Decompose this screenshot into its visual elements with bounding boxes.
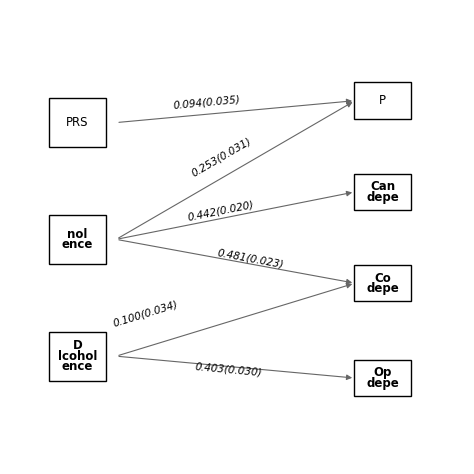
Text: 0.100(0.034): 0.100(0.034) — [112, 300, 179, 329]
Text: 0.403(0.030): 0.403(0.030) — [194, 362, 262, 378]
Text: lcohol: lcohol — [58, 350, 97, 363]
Text: ence: ence — [62, 238, 93, 251]
Text: Op: Op — [374, 366, 392, 380]
Text: ence: ence — [62, 360, 93, 373]
FancyBboxPatch shape — [49, 98, 106, 147]
Text: PRS: PRS — [66, 116, 89, 129]
Text: 0.253(0.031): 0.253(0.031) — [189, 136, 253, 179]
Text: depe: depe — [366, 282, 399, 295]
Text: D: D — [73, 339, 82, 353]
Text: Co: Co — [374, 272, 391, 284]
FancyBboxPatch shape — [354, 360, 411, 396]
Text: Can: Can — [370, 180, 395, 193]
Text: 0.481(0.023): 0.481(0.023) — [216, 247, 284, 269]
Text: 0.442(0.020): 0.442(0.020) — [187, 200, 255, 222]
FancyBboxPatch shape — [354, 265, 411, 301]
Text: nol: nol — [67, 228, 88, 241]
Text: 0.094(0.035): 0.094(0.035) — [172, 94, 240, 110]
Text: depe: depe — [366, 191, 399, 203]
Text: depe: depe — [366, 377, 399, 390]
FancyBboxPatch shape — [49, 331, 106, 381]
FancyBboxPatch shape — [354, 173, 411, 210]
FancyBboxPatch shape — [49, 215, 106, 264]
FancyBboxPatch shape — [354, 82, 411, 119]
Text: P: P — [379, 94, 386, 107]
